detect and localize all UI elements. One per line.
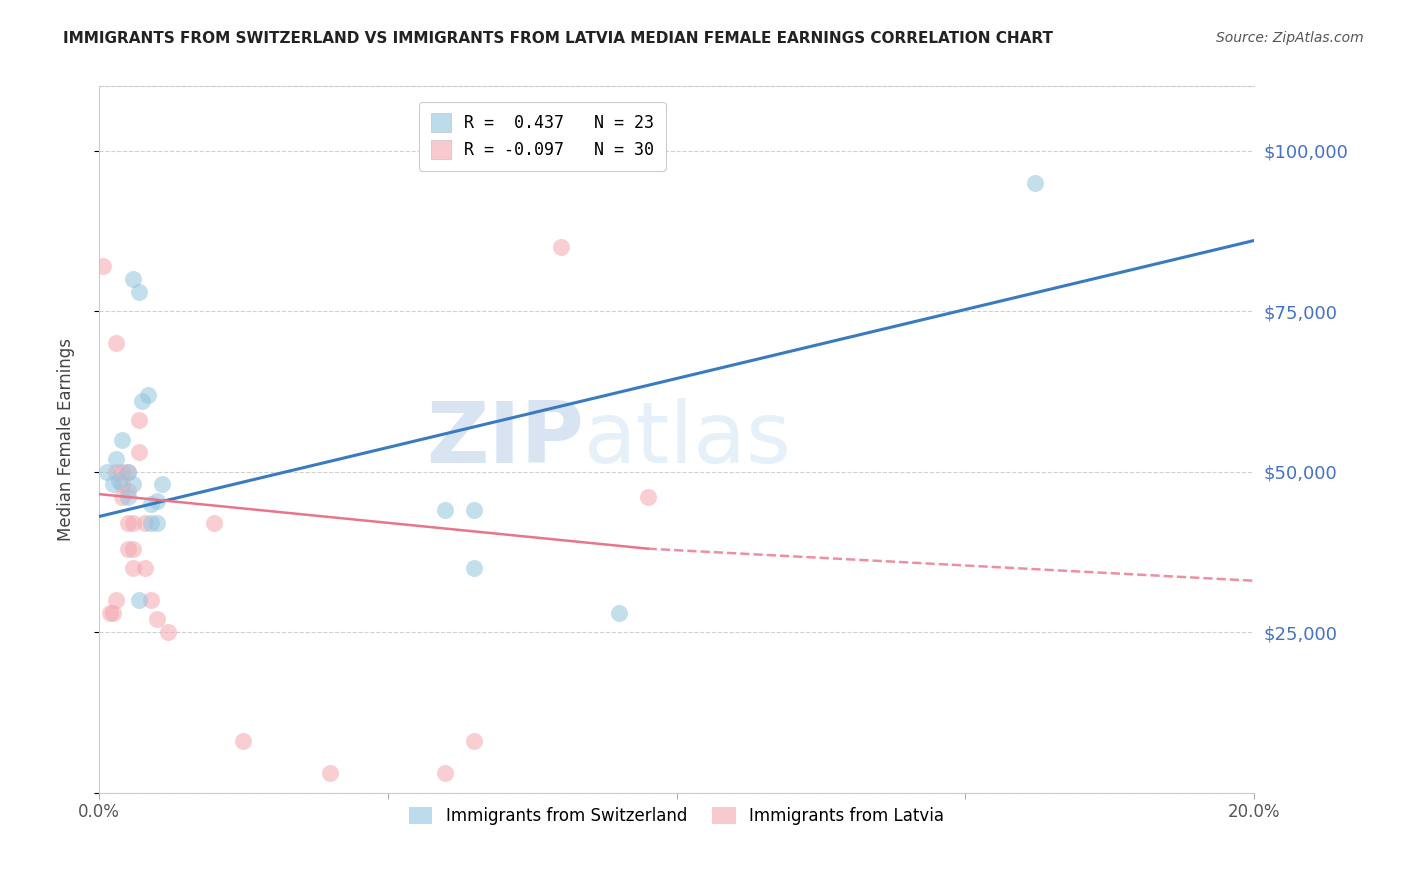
Point: [136, 387, 159, 401]
Point: [117, 516, 139, 530]
Point: [105, 451, 128, 466]
Point: [117, 465, 139, 479]
Point: [111, 433, 134, 447]
Point: [319, 766, 342, 780]
Point: [232, 734, 254, 748]
Text: Source: ZipAtlas.com: Source: ZipAtlas.com: [1216, 31, 1364, 45]
Point: [145, 516, 167, 530]
Point: [463, 503, 485, 517]
Point: [122, 516, 145, 530]
Point: [128, 413, 150, 427]
Point: [134, 561, 156, 575]
Point: [111, 491, 134, 505]
Point: [111, 477, 134, 491]
Point: [98, 606, 121, 620]
Point: [139, 497, 162, 511]
Point: [117, 483, 139, 498]
Point: [93, 259, 115, 273]
Point: [108, 475, 131, 489]
Point: [122, 477, 145, 491]
Point: [463, 734, 485, 748]
Text: ZIP: ZIP: [426, 398, 583, 481]
Point: [111, 465, 134, 479]
Point: [128, 445, 150, 459]
Point: [105, 336, 128, 351]
Y-axis label: Median Female Earnings: Median Female Earnings: [58, 338, 75, 541]
Point: [128, 285, 150, 299]
Point: [637, 491, 659, 505]
Point: [139, 516, 162, 530]
Point: [434, 766, 457, 780]
Point: [122, 561, 145, 575]
Point: [117, 491, 139, 505]
Point: [202, 516, 225, 530]
Point: [139, 593, 162, 607]
Legend: Immigrants from Switzerland, Immigrants from Latvia: Immigrants from Switzerland, Immigrants …: [401, 799, 952, 834]
Point: [607, 606, 630, 620]
Point: [117, 465, 139, 479]
Point: [105, 465, 128, 479]
Point: [103, 477, 125, 491]
Text: IMMIGRANTS FROM SWITZERLAND VS IMMIGRANTS FROM LATVIA MEDIAN FEMALE EARNINGS COR: IMMIGRANTS FROM SWITZERLAND VS IMMIGRANT…: [63, 31, 1053, 46]
Point: [463, 561, 485, 575]
Point: [96, 465, 118, 479]
Point: [150, 477, 173, 491]
Point: [131, 394, 153, 409]
Point: [157, 625, 180, 640]
Point: [434, 503, 457, 517]
Point: [105, 593, 128, 607]
Point: [128, 593, 150, 607]
Point: [550, 240, 572, 254]
Point: [145, 493, 167, 508]
Text: atlas: atlas: [583, 398, 792, 481]
Point: [122, 541, 145, 556]
Point: [122, 272, 145, 286]
Point: [1024, 176, 1046, 190]
Point: [145, 612, 167, 626]
Point: [117, 541, 139, 556]
Point: [134, 516, 156, 530]
Point: [103, 606, 125, 620]
